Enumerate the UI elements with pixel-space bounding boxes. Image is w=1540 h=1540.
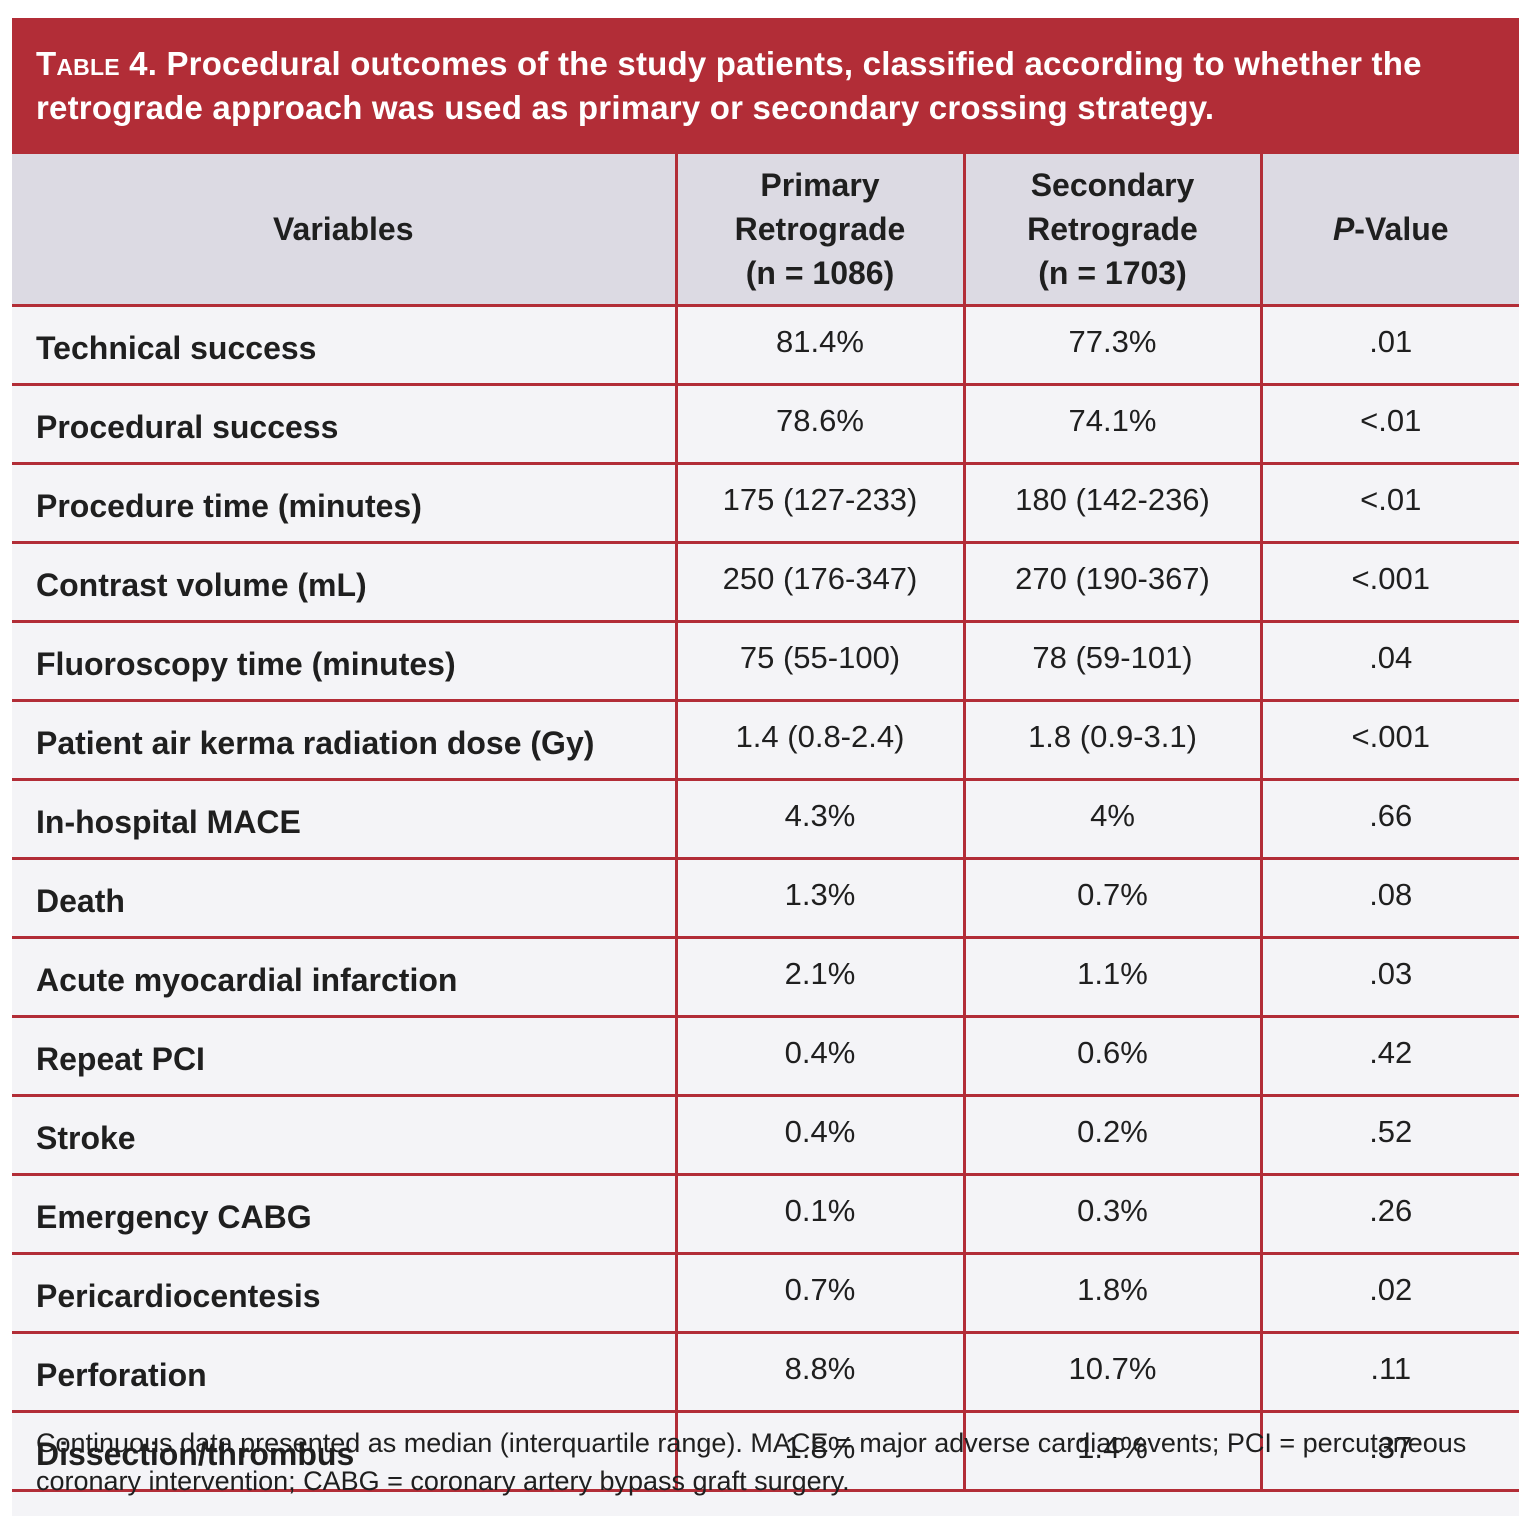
cell-variable: Stroke — [12, 1095, 676, 1176]
header-pvalue-rest: -Value — [1354, 211, 1449, 247]
table-body: Technical success 81.4% 77.3% .01 Procedural… — [12, 305, 1519, 1492]
cell-variable: Procedure time (minutes) — [12, 463, 676, 544]
cell-secondary: 10.7% — [962, 1332, 1261, 1413]
cell-pvalue: .11 — [1259, 1332, 1519, 1413]
cell-variable: Contrast volume (mL) — [12, 542, 676, 623]
cell-secondary: 77.3% — [962, 305, 1261, 386]
header-primary-line3: (n = 1086) — [745, 255, 895, 291]
cell-pvalue: .26 — [1259, 1174, 1519, 1255]
cell-secondary: 0.6% — [962, 1016, 1261, 1097]
header-pvalue: P-Value — [1259, 154, 1519, 307]
table-title: Table 4. Procedural outcomes of the stud… — [12, 18, 1519, 154]
table-figure: Table 4. Procedural outcomes of the stud… — [12, 18, 1519, 1516]
header-secondary-line2: Retrograde — [1027, 211, 1198, 247]
table-row: Technical success 81.4% 77.3% .01 — [12, 305, 1519, 386]
table-row: Perforation 8.8% 10.7% .11 — [12, 1332, 1519, 1413]
cell-secondary: 1.1% — [962, 937, 1261, 1018]
cell-primary: 0.4% — [674, 1095, 964, 1176]
cell-primary: 0.4% — [674, 1016, 964, 1097]
cell-pvalue: .01 — [1259, 305, 1519, 386]
cell-secondary: 4% — [962, 779, 1261, 860]
table-row: Contrast volume (mL) 250 (176-347) 270 (19… — [12, 542, 1519, 623]
cell-variable: Fluoroscopy time (minutes) — [12, 621, 676, 702]
cell-secondary: 0.3% — [962, 1174, 1261, 1255]
cell-primary: 2.1% — [674, 937, 964, 1018]
cell-secondary: 0.7% — [962, 858, 1261, 939]
header-primary-line1: Primary — [760, 167, 880, 203]
header-secondary-line1: Secondary — [1030, 167, 1195, 203]
header-variables: Variables — [12, 154, 676, 307]
cell-primary: 1.4 (0.8-2.4) — [674, 700, 964, 781]
cell-secondary: 1.4% — [962, 1411, 1261, 1492]
cell-primary: 75 (55-100) — [674, 621, 964, 702]
table-row: Patient air kerma radiation dose (Gy) 1.4… — [12, 700, 1519, 781]
cell-primary: 78.6% — [674, 384, 964, 465]
header-secondary: Secondary Retrograde (n = 1703) — [962, 154, 1261, 307]
cell-pvalue: .04 — [1259, 621, 1519, 702]
table-row: Stroke 0.4% 0.2% .52 — [12, 1095, 1519, 1176]
cell-variable: Pericardiocentesis — [12, 1253, 676, 1334]
table-row: Repeat PCI 0.4% 0.6% .42 — [12, 1016, 1519, 1097]
table-title-label: Table 4. — [36, 45, 158, 82]
cell-secondary: 1.8 (0.9-3.1) — [962, 700, 1261, 781]
header-pvalue-p: P — [1332, 211, 1355, 247]
table-row: Acute myocardial infarction 2.1% 1.1% .03 — [12, 937, 1519, 1018]
cell-variable: Death — [12, 858, 676, 939]
cell-pvalue: .42 — [1259, 1016, 1519, 1097]
cell-primary: 8.8% — [674, 1332, 964, 1413]
cell-variable: In-hospital MACE — [12, 779, 676, 860]
cell-variable: Procedural success — [12, 384, 676, 465]
outcomes-table: Variables Primary Retrograde (n = 1086) … — [12, 154, 1519, 1492]
cell-primary: 0.1% — [674, 1174, 964, 1255]
cell-primary: 250 (176-347) — [674, 542, 964, 623]
table-row: Procedure time (minutes) 175 (127-233) 180… — [12, 463, 1519, 544]
cell-primary: 0.7% — [674, 1253, 964, 1334]
cell-secondary: 180 (142-236) — [962, 463, 1261, 544]
table-row: In-hospital MACE 4.3% 4% .66 — [12, 779, 1519, 860]
cell-primary: 175 (127-233) — [674, 463, 964, 544]
table-row: Emergency CABG 0.1% 0.3% .26 — [12, 1174, 1519, 1255]
cell-variable: Emergency CABG — [12, 1174, 676, 1255]
cell-secondary: 74.1% — [962, 384, 1261, 465]
cell-pvalue: .52 — [1259, 1095, 1519, 1176]
cell-pvalue: .02 — [1259, 1253, 1519, 1334]
cell-secondary: 0.2% — [962, 1095, 1261, 1176]
cell-secondary: 78 (59-101) — [962, 621, 1261, 702]
cell-secondary: 1.8% — [962, 1253, 1261, 1334]
cell-pvalue: <.001 — [1259, 542, 1519, 623]
cell-variable: Technical success — [12, 305, 676, 386]
cell-variable: Acute myocardial infarction — [12, 937, 676, 1018]
cell-variable: Repeat PCI — [12, 1016, 676, 1097]
cell-variable: Dissection/thrombus — [12, 1411, 676, 1492]
cell-secondary: 270 (190-367) — [962, 542, 1261, 623]
cell-variable: Perforation — [12, 1332, 676, 1413]
cell-pvalue: .08 — [1259, 858, 1519, 939]
cell-variable: Patient air kerma radiation dose (Gy) — [12, 700, 676, 781]
header-row: Variables Primary Retrograde (n = 1086) … — [12, 154, 1519, 307]
cell-primary: 4.3% — [674, 779, 964, 860]
cell-pvalue: .66 — [1259, 779, 1519, 860]
table-footnote: Continuous data presented as median (int… — [36, 1428, 1467, 1496]
table-row: Procedural success 78.6% 74.1% <.01 — [12, 384, 1519, 465]
cell-primary: 1.3% — [674, 858, 964, 939]
cell-pvalue: .03 — [1259, 937, 1519, 1018]
header-primary: Primary Retrograde (n = 1086) — [674, 154, 964, 307]
table-title-text: Procedural outcomes of the study patient… — [36, 45, 1422, 126]
header-primary-line2: Retrograde — [734, 211, 906, 247]
table-row: Dissection/thrombus 1.8% 1.4% .37 — [12, 1411, 1519, 1492]
cell-pvalue: <.01 — [1259, 463, 1519, 544]
cell-pvalue: <.01 — [1259, 384, 1519, 465]
table-row: Death 1.3% 0.7% .08 — [12, 858, 1519, 939]
cell-primary: 1.8% — [674, 1411, 964, 1492]
table-row: Pericardiocentesis 0.7% 1.8% .02 — [12, 1253, 1519, 1334]
cell-pvalue: <.001 — [1259, 700, 1519, 781]
header-secondary-line3: (n = 1703) — [1038, 255, 1187, 291]
table-row: Fluoroscopy time (minutes) 75 (55-100) 78 … — [12, 621, 1519, 702]
cell-pvalue: .37 — [1259, 1411, 1519, 1492]
cell-primary: 81.4% — [674, 305, 964, 386]
